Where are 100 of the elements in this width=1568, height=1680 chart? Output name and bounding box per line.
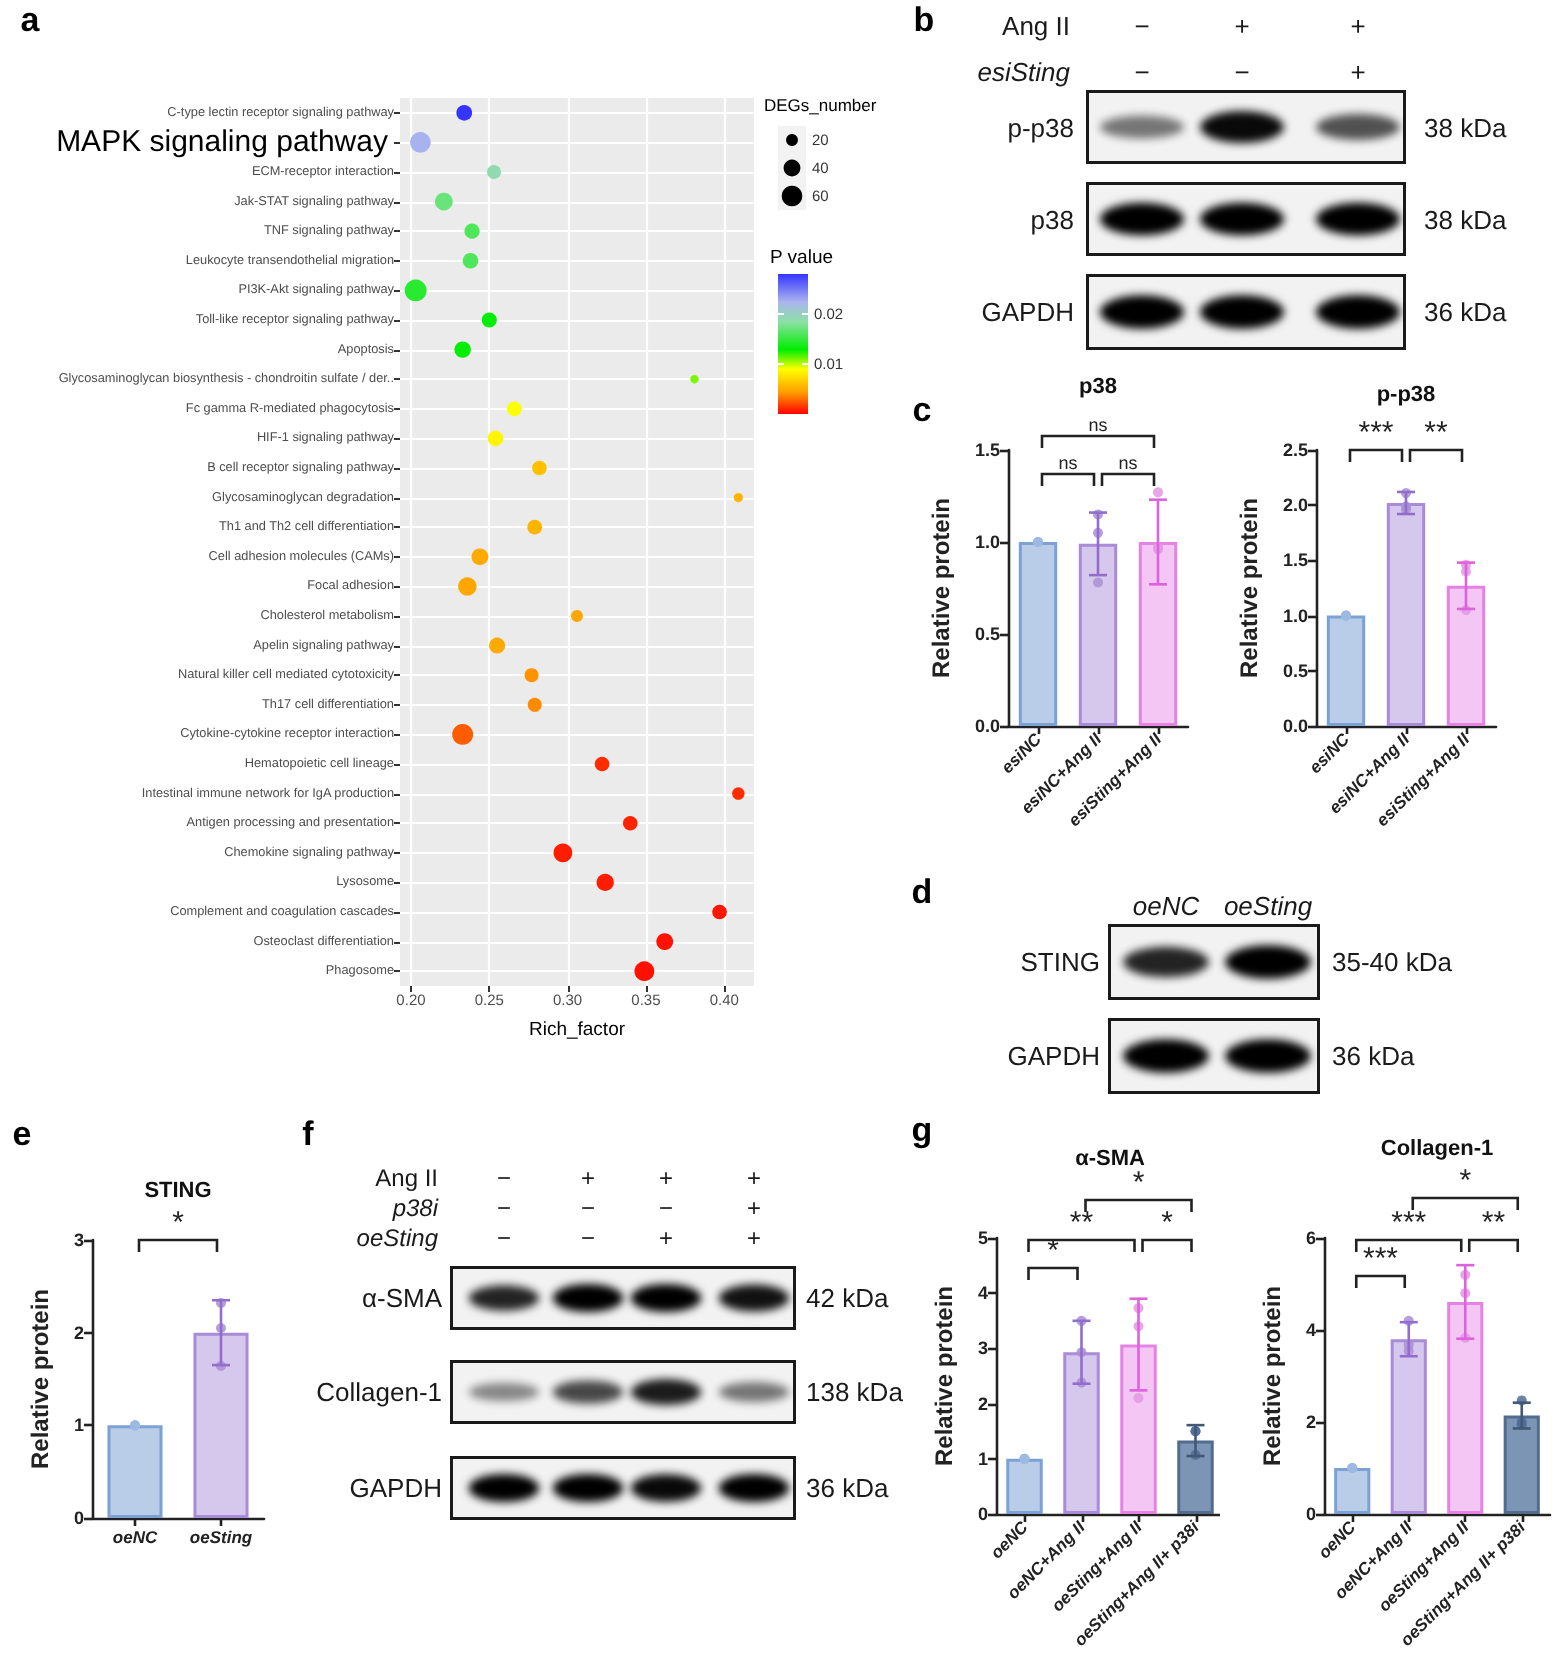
y-tick-label: 2.5 [1282, 440, 1308, 460]
text: Collagen-1 [316, 1377, 442, 1407]
text: − [1234, 57, 1250, 87]
y-tick-label: 5 [977, 1228, 988, 1248]
text: c [912, 391, 932, 429]
text: 38 kDa [1424, 204, 1507, 234]
chart-title: α-SMA [1075, 1147, 1145, 1171]
text: + [746, 1194, 762, 1222]
text: * [1132, 1166, 1145, 1200]
y-tick-label: 0 [977, 1504, 988, 1524]
legend-title: DEGs_number [764, 95, 877, 115]
y-tick-label: 6 [1305, 1228, 1316, 1248]
text: + [1350, 11, 1366, 41]
text: ns [1088, 415, 1109, 435]
y-tick-label: 0 [1305, 1504, 1316, 1524]
text: b [913, 1, 935, 39]
text: − [496, 1224, 512, 1252]
text: + [658, 1164, 674, 1192]
chart-title: p-p38 [1376, 383, 1436, 407]
annotation: ns [1118, 453, 1139, 473]
y-tick-label: 1 [977, 1448, 988, 1469]
text: GAPDH [981, 297, 1074, 327]
text: GAPDH [349, 1473, 442, 1503]
text: Ang II [375, 1164, 438, 1192]
text: d [911, 873, 933, 911]
text: α-SMA [361, 1283, 442, 1313]
text: 38 kDa [1424, 112, 1507, 142]
text: STING [1020, 947, 1100, 977]
text: − [580, 1224, 596, 1252]
text: + [580, 1164, 596, 1192]
y-tick-label: 0.5 [974, 624, 1000, 644]
text: p-p38 [1007, 112, 1074, 142]
text: p38 [1030, 204, 1074, 234]
y-axis-title: Relative protein [1258, 1285, 1287, 1467]
text: 36 kDa [806, 1473, 889, 1503]
text: + [1234, 11, 1250, 41]
text: f [302, 1115, 314, 1153]
annotation: *** [1391, 1206, 1427, 1240]
text: p38i [392, 1194, 438, 1222]
text: + [1350, 57, 1366, 87]
text: oeSting [1223, 891, 1313, 921]
text: 36 kDa [1424, 297, 1507, 327]
text: MAPK signaling pathway [56, 125, 389, 160]
text: esiSting [977, 57, 1070, 87]
y-tick-label: 0.5 [1282, 660, 1308, 681]
text: − [658, 1194, 674, 1222]
y-axis-title: Relative protein [927, 497, 956, 679]
chart-title: Collagen-1 [1380, 1137, 1494, 1161]
annotation: * [1161, 1206, 1174, 1240]
text: 138 kDa [806, 1377, 903, 1407]
text: ** [1424, 416, 1448, 450]
y-tick-label: 2 [1305, 1412, 1316, 1432]
color-bar-title: P value [770, 247, 834, 269]
annotation: ** [1069, 1206, 1094, 1240]
chart-title: STING [144, 1179, 212, 1203]
y-tick-label: 4 [977, 1283, 988, 1304]
y-tick-label: 1 [73, 1415, 84, 1436]
y-tick-label: 2 [73, 1322, 84, 1343]
y-tick-label: 2 [977, 1393, 988, 1414]
annotation: ns [1058, 453, 1079, 473]
y-tick-label: 1.5 [1282, 550, 1308, 571]
y-axis-title: Relative protein [26, 1288, 55, 1470]
x-tick-label: oeNC [112, 1527, 159, 1547]
text: 42 kDa [806, 1283, 889, 1313]
annotation: *** [1362, 1242, 1399, 1276]
text: e [12, 1115, 32, 1153]
x-tick-label: oeSting [189, 1527, 254, 1547]
annotation: ** [1481, 1206, 1506, 1240]
y-tick-label: 4 [1305, 1320, 1316, 1340]
text: GAPDH [1007, 1041, 1100, 1071]
chart-title: p38 [1079, 375, 1117, 399]
text: − [496, 1194, 512, 1222]
text: oeSting [356, 1224, 438, 1252]
text: * [172, 1206, 185, 1240]
text: a [20, 1, 40, 39]
text: − [1134, 57, 1150, 87]
text: − [1134, 11, 1150, 41]
text: + [746, 1224, 762, 1252]
text: 35-40 kDa [1332, 947, 1452, 977]
x-axis-title: Rich_factor [528, 1019, 626, 1041]
y-tick-label: 1.0 [1282, 605, 1308, 626]
text: *** [1358, 416, 1394, 450]
text: − [580, 1194, 596, 1222]
y-tick-label: 0 [73, 1508, 84, 1528]
y-tick-label: 3 [73, 1230, 84, 1250]
text: oeNC [1132, 891, 1200, 921]
text: g [911, 1111, 933, 1149]
y-tick-label: 0.0 [1282, 716, 1308, 736]
y-axis-title: Relative protein [930, 1285, 959, 1467]
y-tick-label: 0.0 [974, 716, 1000, 736]
text: − [496, 1164, 512, 1192]
text: + [658, 1224, 674, 1252]
y-tick-label: 3 [977, 1338, 988, 1359]
text: Ang II [1002, 11, 1070, 41]
text: + [746, 1164, 762, 1192]
y-tick-label: 1.0 [974, 532, 1000, 552]
text: 36 kDa [1332, 1041, 1415, 1071]
y-tick-label: 1.5 [974, 440, 1000, 460]
y-tick-label: 2.0 [1282, 495, 1308, 516]
text: * [1459, 1164, 1472, 1198]
